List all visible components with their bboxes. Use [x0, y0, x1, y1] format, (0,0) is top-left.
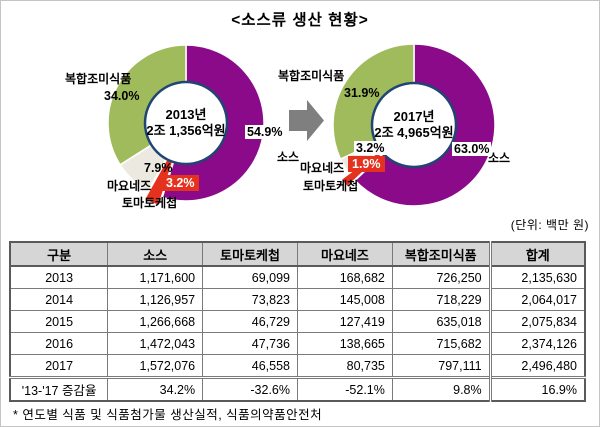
chart2017-year: 2017년 [393, 109, 435, 124]
chart2017-sauce-label: 소스 [488, 151, 511, 165]
table-header-cell: 합계 [488, 241, 586, 267]
table-row-label: 2014 [9, 288, 109, 311]
table-cell: 2,374,126 [488, 332, 586, 355]
table-row-label: 2015 [9, 310, 109, 333]
chart2017-ketchup-pct: 1.9% [348, 156, 385, 172]
chart2017-seasoning-pct: 31.9% [344, 86, 380, 100]
chart2013-ketchup-pct: 3.2% [162, 175, 199, 191]
donut-hole [143, 80, 229, 166]
table-row: '13-'17 증감율 34.2% -32.6% -52.1% 9.8% 16.9% [9, 376, 586, 402]
chart2013-center-label: 2013년 2조 1,356억원 [121, 107, 251, 139]
table-row-label: 2016 [9, 332, 109, 355]
table-header-cell: 구분 [9, 241, 109, 267]
table-cell: 635,018 [391, 310, 491, 333]
table-cell: 69,099 [202, 265, 298, 289]
table-cell: 2,064,017 [488, 288, 586, 311]
donut-hole [370, 81, 458, 169]
table-cell: 34.2% [107, 376, 204, 402]
table-cell: 797,111 [391, 354, 491, 378]
table-cell: 47,736 [202, 332, 298, 355]
table-row-label: 2013 [9, 265, 109, 289]
table-cell: 127,419 [297, 310, 393, 333]
table-cell: 46,729 [202, 310, 298, 333]
chart2017-mayo-label: 마요네즈 [300, 161, 345, 175]
table-header-cell: 복합조미식품 [391, 241, 491, 267]
chart2013-sauce-pct: 54.9% [245, 125, 285, 139]
chart2013-total: 2조 1,356억원 [146, 123, 226, 138]
page-title: <소스류 생산 현황> [231, 12, 369, 29]
table-cell: 2,496,480 [488, 354, 586, 378]
table-row: 2015 1,266,668 46,729 127,419 635,018 2,075,8… [9, 310, 586, 333]
chart2013-ketchup-label: 토마토케첩 [122, 196, 178, 210]
table-cell: 1,171,600 [107, 265, 204, 289]
table-header-cell: 토마토케첩 [202, 241, 298, 267]
table-cell: 715,682 [391, 332, 491, 355]
chart2017-seasoning-label: 복합조미식품 [278, 69, 345, 83]
table-cell: 46,558 [202, 354, 298, 378]
table-row: 2017 1,572,076 46,558 80,735 797,111 2,496,48… [9, 354, 586, 378]
unit-label: (단위: 백만 원) [510, 218, 589, 232]
chart2017-center-label: 2017년 2조 4,965억원 [349, 109, 479, 141]
chart2013-year: 2013년 [165, 107, 207, 122]
table-cell: 9.8% [391, 376, 491, 402]
chart2013-sauce-label: 소스 [277, 150, 300, 164]
chart2017-ketchup-label: 토마토케첩 [303, 179, 359, 193]
right-arrow-icon [289, 100, 324, 141]
table-cell: 1,266,668 [107, 310, 204, 333]
table-cell: 2,075,834 [488, 310, 586, 333]
table-header-row: 구분 소스 토마토케첩 마요네즈 복합조미식품 합계 [9, 241, 586, 267]
table-row: 2016 1,472,043 47,736 138,665 715,682 2,374,1… [9, 332, 586, 355]
table-cell: 1,126,957 [107, 288, 204, 311]
chart2013-mayo-pct: 7.9% [144, 161, 173, 175]
table-cell: 726,250 [391, 265, 491, 289]
table-cell: 145,008 [297, 288, 393, 311]
table-body: 2013 1,171,600 69,099 168,682 726,250 2,135,6… [9, 265, 586, 402]
chart2013-seasoning-pct: 34.0% [104, 89, 140, 103]
table-cell: 138,665 [297, 332, 393, 355]
source-footnote: * 연도별 식품 및 식품첨가물 생산실적, 식품의약품안전처 [13, 408, 323, 422]
table-cell: 1,472,043 [107, 332, 204, 355]
table-cell: 73,823 [202, 288, 298, 311]
table-cell: 2,135,630 [488, 265, 586, 289]
table-cell: 168,682 [297, 265, 393, 289]
chart2013-seasoning-label: 복합조미식품 [65, 72, 132, 86]
table-cell: 80,735 [297, 354, 393, 378]
table-cell: 16.9% [488, 376, 586, 402]
table-cell: 718,229 [391, 288, 491, 311]
table-cell: -32.6% [202, 376, 298, 402]
table-row-label: '13-'17 증감율 [9, 376, 109, 402]
chart2017-total: 2조 4,965억원 [374, 125, 454, 140]
table-header-cell: 마요네즈 [297, 241, 393, 267]
production-table: 구분 소스 토마토케첩 마요네즈 복합조미식품 합계 2013 1,171,600 69,09… [9, 241, 586, 402]
table-header-cell: 소스 [107, 241, 204, 267]
donut-charts-svg [107, 43, 496, 207]
table-row: 2014 1,126,957 73,823 145,008 718,229 2,064,0… [9, 288, 586, 311]
table-cell: 1,572,076 [107, 354, 204, 378]
table-row: 2013 1,171,600 69,099 168,682 726,250 2,135,6… [9, 265, 586, 289]
chart2017-mayo-pct: 3.2% [354, 141, 387, 155]
chart2013-mayo-label: 마요네즈 [107, 179, 152, 193]
table-row-label: 2017 [9, 354, 109, 378]
chart2017-sauce-pct: 63.0% [452, 142, 492, 156]
table-cell: -52.1% [297, 376, 393, 402]
